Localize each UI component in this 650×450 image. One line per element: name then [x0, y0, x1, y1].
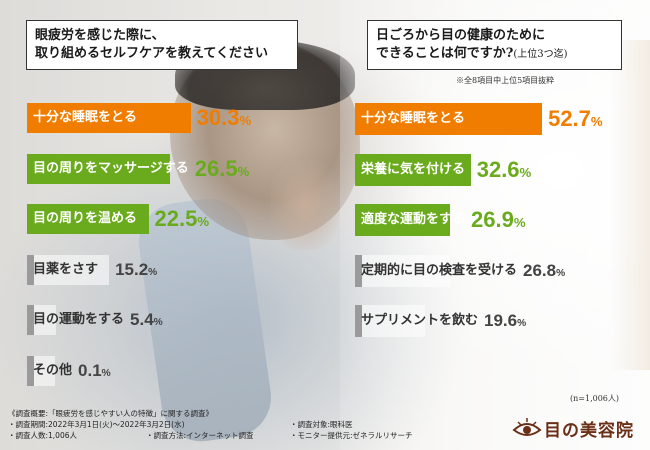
- bar: [355, 153, 471, 186]
- survey-respondents: ・調査人数:1,006人: [8, 431, 77, 440]
- survey-overview: 《調査概要:「眼疲労を感じやすい人の特徴」に関する調査》: [8, 409, 214, 418]
- bar-label: 適度な運動をする: [361, 212, 466, 227]
- bar-label: 目の周りをマッサージする: [33, 160, 189, 176]
- bar-value: 26.8%: [523, 260, 566, 280]
- brand-logo-text: 目の美容院: [544, 421, 634, 441]
- survey-method: ・調査方法:インターネット調査: [146, 431, 254, 440]
- bar: [355, 254, 451, 287]
- eye-icon: [512, 418, 542, 436]
- right-chart-title: 日ごろから目の健康のために できることは何ですか?(上位3つ迄): [367, 20, 622, 70]
- bar-value: 26.5%: [194, 155, 250, 181]
- right-chart-note: ※全8項目中上位5項目抜粋: [456, 76, 555, 85]
- right-title-line2: できることは何ですか?: [376, 46, 514, 61]
- bar-label: その他: [33, 362, 73, 378]
- bar: [27, 153, 171, 184]
- bar-value: 15.2%: [115, 259, 158, 279]
- bar-value: 52.7%: [548, 106, 603, 132]
- survey-target: ・調査対象:眼科医: [290, 420, 353, 429]
- bar: [355, 305, 425, 337]
- right-title-line1: 日ごろから目の健康のために: [376, 28, 546, 43]
- bar-value: 30.3%: [196, 105, 252, 131]
- sample-size: (n=1,006人): [570, 394, 619, 403]
- bar: [355, 204, 451, 236]
- bar-value: 32.6%: [476, 156, 532, 182]
- bar: [27, 254, 110, 285]
- bar-label: サプリメントを飲む: [361, 313, 479, 328]
- bar: [27, 204, 149, 234]
- brand-logo: 目の美容院: [512, 414, 642, 442]
- survey-monitor: ・モニター提供元:ゼネラルリサーチ: [290, 431, 413, 440]
- left-title-line1: 眼疲労を感じた際に、: [35, 28, 165, 43]
- bar-label: 定期的に目の検査を受ける: [361, 262, 518, 278]
- bar-value: 22.5%: [154, 206, 210, 232]
- right-title-suffix: (上位3つ迄): [513, 49, 568, 60]
- bar-label: 十分な睡眠をとる: [361, 111, 466, 126]
- bar-label: 栄養に気を付ける: [361, 161, 466, 177]
- bar-label: 目薬をさす: [33, 261, 99, 277]
- left-chart-title: 眼疲労を感じた際に、 取り組めるセルフケアを教えてください: [26, 20, 298, 70]
- bar-value: 19.6%: [484, 311, 527, 331]
- bar: [27, 103, 191, 133]
- survey-period: ・調査期間:2022年3月1日(火)〜2022年3月2日(水): [8, 420, 185, 429]
- bar: [27, 355, 55, 386]
- bar-value: 5.4%: [130, 310, 163, 330]
- left-title-line2: 取り組めるセルフケアを教えてください: [35, 46, 268, 61]
- bar-value: 0.1%: [78, 360, 111, 380]
- bar-value: 26.9%: [471, 207, 526, 233]
- bar: [355, 103, 543, 135]
- bar: [27, 305, 57, 335]
- bar-label: 目の運動をする: [33, 312, 125, 327]
- bar-label: 目の周りを温める: [33, 211, 138, 226]
- bar-label: 十分な睡眠をとる: [33, 110, 138, 125]
